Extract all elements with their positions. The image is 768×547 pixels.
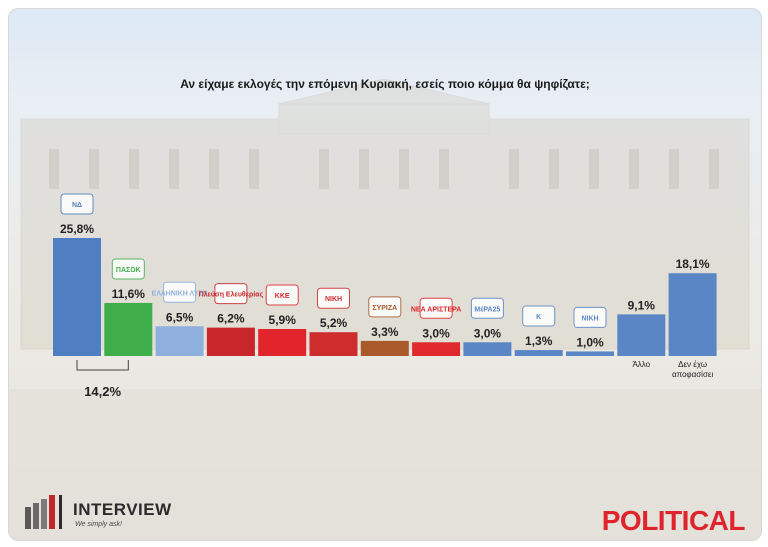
category-label-12-1: αποφασίσει	[672, 370, 714, 379]
svg-text:ΚΚΕ: ΚΚΕ	[275, 293, 290, 300]
bar-6	[360, 340, 409, 356]
bar-4	[258, 329, 307, 356]
value-label-2: 6,5%	[166, 310, 194, 324]
kke-logo-icon: ΚΚΕ	[265, 284, 299, 306]
value-label-5: 5,2%	[320, 316, 348, 330]
value-label-3: 6,2%	[217, 312, 245, 326]
plefsi-logo-icon: Πλεύση Ελευθερίας	[199, 283, 264, 305]
category-label-12-0: Δεν έχω	[678, 360, 707, 369]
combined-label-0: 14,2%	[84, 384, 121, 399]
value-label-9: 1,3%	[525, 334, 553, 348]
pasok-logo-icon: ΠΑΣΟΚ	[111, 258, 145, 280]
value-label-0: 25,8%	[60, 222, 94, 236]
bar-7	[412, 342, 461, 356]
nd-logo-icon: ΝΔ	[60, 193, 94, 215]
chart-title: Αν είχαμε εκλογές την επόμενη Κυριακή, ε…	[180, 77, 590, 91]
bar-12	[668, 273, 717, 356]
svg-text:Πλεύση Ελευθερίας: Πλεύση Ελευθερίας	[199, 291, 264, 299]
interview-tagline: We simply ask!	[75, 521, 122, 528]
svg-text:Κ: Κ	[536, 314, 541, 321]
value-label-11: 9,1%	[628, 298, 656, 312]
syriza-logo-icon: ΣΥΡΙΖΑ	[368, 296, 402, 318]
bar-9	[514, 350, 563, 356]
bar-8	[463, 342, 512, 356]
svg-text:ΝΙΚΗ: ΝΙΚΗ	[581, 315, 598, 322]
svg-text:ΝΙΚΗ: ΝΙΚΗ	[325, 296, 342, 303]
spartiates-logo-icon: ΝΙΚΗ	[573, 306, 607, 328]
value-label-10: 1,0%	[576, 335, 604, 349]
political-brand: POLITICAL	[601, 505, 746, 536]
kinima-logo-icon: Κ	[522, 305, 556, 327]
bar-10	[566, 351, 614, 356]
value-label-8: 3,0%	[474, 326, 502, 340]
interview-brand: INTERVIEW	[73, 500, 172, 519]
poll-slide: Αν είχαμε εκλογές την επόμενη Κυριακή, ε…	[8, 8, 762, 541]
svg-text:ΕΛΛΗΝΙΚΗ ΛΥΣΗ: ΕΛΛΗΝΙΚΗ ΛΥΣΗ	[152, 290, 208, 297]
bar-11	[617, 314, 666, 356]
svg-text:ΝΕΑ ΑΡΙΣΤΕΡΑ: ΝΕΑ ΑΡΙΣΤΕΡΑ	[411, 306, 461, 313]
svg-text:ΝΔ: ΝΔ	[72, 202, 82, 209]
elliniki-lysi-logo-icon: ΕΛΛΗΝΙΚΗ ΛΥΣΗ	[152, 281, 208, 303]
bar-2	[155, 326, 204, 356]
bar-5	[309, 332, 358, 356]
bar-3	[206, 327, 255, 356]
value-label-7: 3,0%	[422, 326, 450, 340]
value-label-6: 3,3%	[371, 325, 399, 339]
svg-text:ΜέΡΑ25: ΜέΡΑ25	[474, 306, 500, 313]
interview-logo-icon	[25, 495, 62, 529]
svg-text:ΣΥΡΙΖΑ: ΣΥΡΙΖΑ	[372, 305, 397, 312]
bar-1	[104, 302, 153, 356]
category-label-11-0: Άλλο	[632, 360, 650, 369]
svg-text:ΠΑΣΟΚ: ΠΑΣΟΚ	[116, 267, 141, 274]
nea-aristera-logo-icon: ΝΕΑ ΑΡΙΣΤΕΡΑ	[411, 297, 461, 319]
bar-chart: 25,8% ΝΔ 11,6% ΠΑΣΟΚ 6,5% ΕΛΛΗΝΙΚΗ ΛΥΣΗ 6,2% Πλ…	[53, 193, 717, 399]
mera25-logo-icon: ΜέΡΑ25	[470, 297, 504, 319]
value-label-4: 5,9%	[269, 313, 297, 327]
niki-logo-icon: ΝΙΚΗ	[317, 287, 350, 309]
combined-bracket-0	[76, 360, 129, 371]
value-label-12: 18,1%	[676, 257, 710, 271]
bar-0	[53, 238, 101, 356]
value-label-1: 11,6%	[112, 287, 146, 301]
